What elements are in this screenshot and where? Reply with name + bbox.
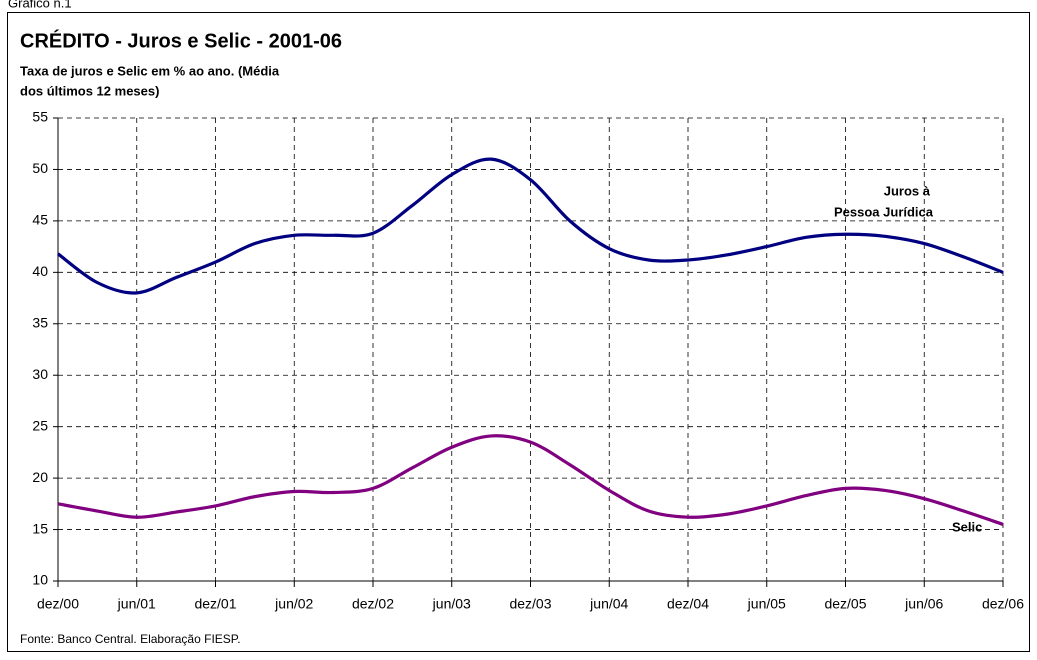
- frame: [7, 12, 1030, 652]
- x-tick-label: dez/04: [667, 596, 709, 612]
- series-line: [57, 157, 1004, 295]
- subtitle: dos últimos 12 meses): [20, 83, 159, 98]
- y-tick-label: 40: [32, 263, 48, 279]
- x-tick-label: jun/02: [274, 596, 313, 612]
- x-tick-label: jun/01: [117, 596, 156, 612]
- x-tick-label: jun/03: [432, 596, 471, 612]
- header: Gráfico n.1: [8, 0, 72, 10]
- subtitle: Taxa de juros e Selic em % ao ano. (Médi…: [20, 63, 280, 78]
- x-tick-label: dez/00: [37, 596, 79, 612]
- y-tick-label: 25: [32, 417, 48, 433]
- y-tick-label: 20: [32, 469, 48, 485]
- annotation: Pessoa Jurídica: [834, 204, 934, 219]
- chart-title: CRÉDITO - Juros e Selic - 2001-06: [20, 29, 342, 52]
- x-tick-label: dez/03: [509, 596, 551, 612]
- x-tick-label: dez/02: [352, 596, 394, 612]
- annotation: Selic: [952, 519, 982, 534]
- x-tick-label: dez/01: [194, 596, 236, 612]
- y-tick-label: 55: [32, 109, 48, 125]
- y-tick-label: 30: [32, 366, 48, 382]
- y-tick-label: 45: [32, 212, 48, 228]
- y-tick-label: 50: [32, 160, 48, 176]
- y-tick-label: 10: [32, 572, 48, 588]
- y-tick-label: 15: [32, 520, 48, 536]
- y-tick-label: 35: [32, 314, 48, 330]
- series-line: [57, 434, 1004, 526]
- x-tick-label: jun/04: [589, 596, 628, 612]
- x-tick-label: dez/05: [824, 596, 866, 612]
- source: Fonte: Banco Central. Elaboração FIESP.: [20, 632, 241, 646]
- x-tick-label: jun/06: [904, 596, 943, 612]
- annotation: Juros à: [884, 183, 931, 198]
- x-tick-label: dez/06: [982, 596, 1024, 612]
- x-tick-label: jun/05: [747, 596, 786, 612]
